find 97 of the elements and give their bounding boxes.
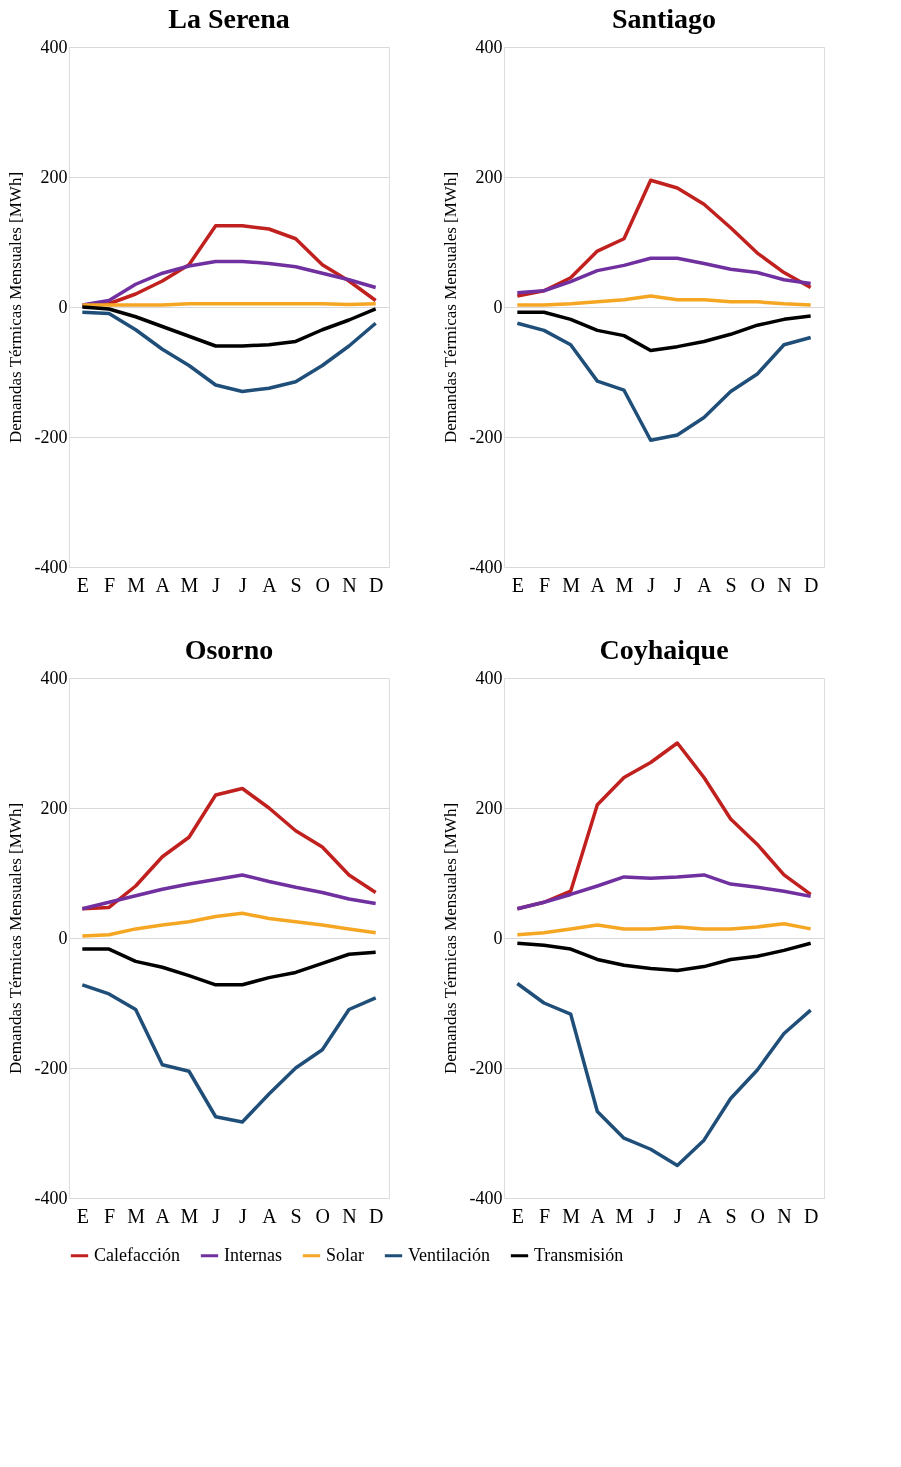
x-tick-label: F bbox=[538, 573, 551, 596]
x-tick-label: S bbox=[290, 1204, 302, 1227]
x-tick-label: F bbox=[103, 573, 116, 596]
y-tick-label: 200 bbox=[475, 166, 503, 187]
y-tick-label: -400 bbox=[469, 1187, 503, 1208]
y-tick-label: 200 bbox=[475, 797, 503, 818]
x-tick-label: M bbox=[180, 1204, 199, 1227]
x-tick-label: M bbox=[127, 573, 146, 596]
line-series bbox=[80, 786, 378, 911]
x-tick-label: J bbox=[212, 573, 221, 596]
y-tick-label: 0 bbox=[493, 296, 503, 317]
x-tick-label: D bbox=[368, 1204, 384, 1227]
chart-title: Santiago bbox=[611, 3, 717, 34]
line-series bbox=[515, 256, 813, 295]
x-tick-label: N bbox=[342, 573, 357, 596]
x-tick-label: O bbox=[750, 573, 766, 596]
y-tick-label: -400 bbox=[34, 1187, 68, 1208]
x-tick-label: N bbox=[777, 573, 792, 596]
x-tick-label: A bbox=[155, 573, 171, 596]
y-tick-label: -200 bbox=[34, 1057, 68, 1078]
legend-label: Transmisión bbox=[534, 1244, 624, 1265]
line-series bbox=[80, 983, 378, 1124]
legend-label: Calefacción bbox=[94, 1244, 180, 1265]
x-tick-label: M bbox=[562, 1204, 581, 1227]
x-tick-label: S bbox=[725, 573, 737, 596]
x-tick-label: M bbox=[180, 573, 199, 596]
x-tick-label: O bbox=[315, 1204, 331, 1227]
x-tick-label: J bbox=[212, 1204, 221, 1227]
x-tick-label: D bbox=[803, 1204, 819, 1227]
y-axis-title: Demandas Térmicas Mensuales [MWh] bbox=[440, 171, 460, 444]
x-tick-label: J bbox=[647, 573, 656, 596]
x-tick-label: A bbox=[590, 1204, 606, 1227]
y-tick-label: 400 bbox=[40, 36, 68, 57]
chart-title: La Serena bbox=[168, 3, 290, 34]
y-tick-label: 0 bbox=[58, 296, 68, 317]
y-tick-label: 400 bbox=[40, 667, 68, 688]
x-tick-label: E bbox=[511, 573, 524, 596]
y-tick-label: 200 bbox=[40, 166, 68, 187]
line-series bbox=[515, 321, 813, 442]
x-tick-label: J bbox=[673, 1204, 682, 1227]
x-tick-label: F bbox=[538, 1204, 551, 1227]
x-tick-label: D bbox=[803, 573, 819, 596]
x-tick-label: A bbox=[262, 1204, 278, 1227]
line-series bbox=[80, 305, 378, 348]
chart-title: Osorno bbox=[184, 634, 274, 665]
x-tick-label: S bbox=[725, 1204, 737, 1227]
y-axis-title: Demandas Térmicas Mensuales [MWh] bbox=[440, 802, 460, 1075]
legend-label: Ventilación bbox=[408, 1244, 490, 1265]
line-series bbox=[80, 947, 378, 987]
x-tick-label: O bbox=[315, 573, 331, 596]
x-tick-label: M bbox=[615, 573, 634, 596]
legend-label: Internas bbox=[224, 1244, 282, 1265]
x-tick-label: J bbox=[238, 573, 247, 596]
line-series bbox=[515, 941, 813, 973]
line-series bbox=[515, 921, 813, 937]
x-tick-label: A bbox=[155, 1204, 171, 1227]
y-tick-label: -200 bbox=[34, 426, 68, 447]
line-series bbox=[515, 178, 813, 298]
x-tick-label: A bbox=[697, 573, 713, 596]
x-tick-label: J bbox=[647, 1204, 656, 1227]
x-tick-label: E bbox=[511, 1204, 524, 1227]
x-tick-label: M bbox=[615, 1204, 634, 1227]
legend-label: Solar bbox=[326, 1244, 364, 1265]
y-axis-title: Demandas Térmicas Mensuales [MWh] bbox=[5, 171, 25, 444]
line-series bbox=[515, 310, 813, 353]
x-tick-label: A bbox=[590, 573, 606, 596]
x-tick-label: M bbox=[562, 573, 581, 596]
line-series bbox=[80, 873, 378, 911]
x-tick-label: F bbox=[103, 1204, 116, 1227]
line-series bbox=[80, 310, 378, 394]
chart-title: Coyhaique bbox=[599, 634, 729, 665]
y-tick-label: 200 bbox=[40, 797, 68, 818]
y-tick-label: 0 bbox=[493, 927, 503, 948]
x-tick-label: N bbox=[777, 1204, 792, 1227]
x-tick-label: A bbox=[697, 1204, 713, 1227]
y-tick-label: 400 bbox=[475, 667, 503, 688]
x-tick-label: E bbox=[76, 573, 89, 596]
line-series bbox=[515, 873, 813, 911]
x-tick-label: J bbox=[238, 1204, 247, 1227]
x-tick-label: M bbox=[127, 1204, 146, 1227]
x-tick-label: S bbox=[290, 573, 302, 596]
y-tick-label: 400 bbox=[475, 36, 503, 57]
x-tick-label: O bbox=[750, 1204, 766, 1227]
y-tick-label: -200 bbox=[469, 426, 503, 447]
x-tick-label: N bbox=[342, 1204, 357, 1227]
line-series bbox=[515, 294, 813, 307]
x-tick-label: J bbox=[673, 573, 682, 596]
y-tick-label: -200 bbox=[469, 1057, 503, 1078]
x-tick-label: D bbox=[368, 573, 384, 596]
y-tick-label: 0 bbox=[58, 927, 68, 948]
x-tick-label: E bbox=[76, 1204, 89, 1227]
y-tick-label: -400 bbox=[469, 556, 503, 577]
y-tick-label: -400 bbox=[34, 556, 68, 577]
y-axis-title: Demandas Térmicas Mensuales [MWh] bbox=[5, 802, 25, 1075]
line-series bbox=[80, 911, 378, 938]
x-tick-label: A bbox=[262, 573, 278, 596]
line-series bbox=[515, 981, 813, 1168]
